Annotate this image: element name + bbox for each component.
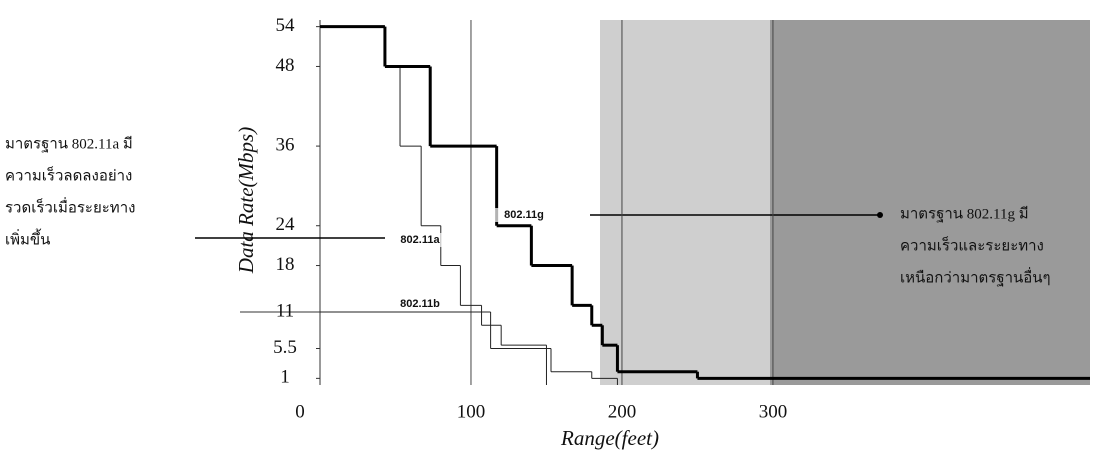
y-tick-label: 54 xyxy=(276,15,296,36)
label-bg xyxy=(390,297,450,311)
y-tick-label: 5.5 xyxy=(273,337,297,358)
x-axis-title: Range(feet) xyxy=(560,426,659,450)
y-axis-title: Data Rate(Mbps) xyxy=(234,127,258,274)
y-tick-label: 24 xyxy=(276,214,296,235)
label-bg xyxy=(494,208,554,222)
annotation: รวดเร็วเมื่อระยะทาง xyxy=(5,196,135,216)
annotation: เหนือกว่ามาตรฐานอื่นๆ xyxy=(900,266,1051,286)
x-tick-label: 300 xyxy=(759,401,788,422)
series-label: 802.11a xyxy=(400,234,440,246)
shaded-region-dark xyxy=(770,20,1090,385)
x-tick-label: 200 xyxy=(608,401,637,422)
annotation: มาตรฐาน 802.11g มี xyxy=(900,205,1029,222)
y-tick-label: 18 xyxy=(276,254,295,275)
y-tick-label: 11 xyxy=(276,300,294,321)
x-tick-label: 100 xyxy=(457,401,486,422)
y-tick-label: 36 xyxy=(276,134,295,155)
y-tick-label: 48 xyxy=(276,55,295,76)
annotation: มาตรฐาน 802.11a มี xyxy=(5,135,133,152)
series-label: 802.11b xyxy=(400,298,440,310)
series-label: 802.11g xyxy=(504,209,544,221)
arrow-head xyxy=(877,212,883,218)
label-bg xyxy=(390,233,450,247)
annotation: เพิ่มขึ้น xyxy=(5,228,50,248)
x-tick-label: 0 xyxy=(295,401,305,422)
annotation: ความเร็วลดลงอย่าง xyxy=(5,165,132,184)
annotation: ความเร็วและระยะทาง xyxy=(900,235,1044,254)
y-tick-label: 1 xyxy=(280,367,290,388)
